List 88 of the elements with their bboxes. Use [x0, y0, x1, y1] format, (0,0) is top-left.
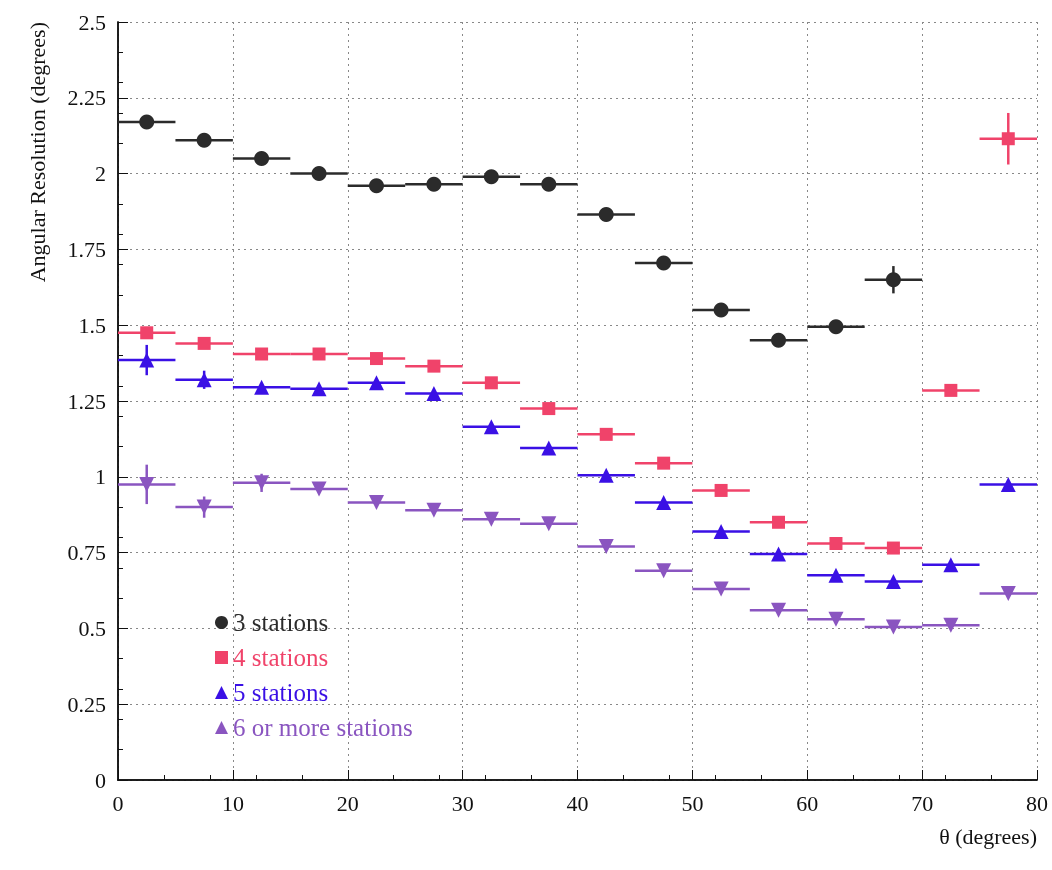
point — [312, 347, 326, 361]
point — [713, 302, 729, 318]
y-tick-label: 0.75 — [67, 540, 106, 566]
point — [254, 150, 270, 166]
legend-label: 4 stations — [233, 644, 329, 671]
point — [542, 402, 556, 416]
point — [427, 359, 441, 373]
point — [139, 114, 155, 130]
point — [656, 495, 672, 511]
point — [885, 619, 901, 635]
point — [426, 385, 442, 401]
point — [598, 207, 614, 223]
point — [1000, 476, 1016, 492]
y-tick-label: 2.25 — [67, 85, 106, 111]
point — [828, 319, 844, 335]
point — [885, 272, 901, 288]
point — [311, 481, 327, 497]
point — [483, 419, 499, 435]
point — [714, 483, 728, 497]
legend-label: 5 stations — [233, 679, 329, 706]
point — [599, 427, 613, 441]
point — [828, 567, 844, 583]
point — [1000, 586, 1016, 602]
point — [254, 475, 270, 491]
x-tick-label: 40 — [566, 790, 589, 816]
point — [197, 336, 211, 350]
point — [484, 376, 498, 390]
point — [541, 516, 557, 532]
point — [829, 537, 843, 550]
point — [196, 372, 212, 388]
y-tick-label: 1 — [95, 464, 106, 490]
point — [885, 573, 901, 589]
point — [368, 375, 384, 391]
point — [139, 476, 155, 492]
point — [771, 602, 787, 618]
y-tick-label: 1.5 — [78, 312, 106, 338]
point — [311, 166, 327, 182]
point — [541, 440, 557, 456]
point — [426, 502, 442, 518]
point — [196, 499, 212, 515]
y-tick-label: 2.5 — [78, 9, 106, 35]
y-axis-title: Angular Resolution (degrees) — [24, 22, 50, 283]
x-tick-label: 50 — [681, 790, 704, 816]
point — [196, 132, 212, 148]
point — [139, 352, 155, 368]
point — [656, 255, 672, 271]
point — [1001, 132, 1015, 146]
x-tick-label: 0 — [112, 790, 124, 816]
point — [541, 176, 557, 192]
point — [772, 515, 786, 529]
point — [426, 176, 442, 192]
point — [713, 523, 729, 539]
point — [944, 383, 958, 397]
point — [886, 541, 900, 555]
point — [771, 546, 787, 562]
point — [369, 352, 383, 366]
point — [368, 495, 384, 511]
point — [483, 511, 499, 527]
x-tick-label: 20 — [336, 790, 359, 816]
point — [483, 169, 499, 185]
legend-label: 3 stations — [233, 609, 329, 636]
point — [598, 539, 614, 555]
point — [255, 347, 269, 361]
y-tick-label: 1.75 — [67, 236, 106, 262]
point — [311, 381, 327, 397]
y-tick-label: 1.25 — [67, 388, 106, 414]
x-axis-title: θ (degrees) — [939, 823, 1037, 849]
point — [254, 379, 270, 395]
x-tick-label: 60 — [796, 790, 819, 816]
point — [943, 617, 959, 633]
point — [368, 178, 384, 194]
x-tick-label: 80 — [1026, 790, 1048, 816]
legend-label: 6 or more stations — [233, 714, 413, 741]
x-tick-label: 10 — [221, 790, 244, 816]
point — [828, 611, 844, 627]
y-tick-label: 0 — [95, 767, 106, 793]
point — [713, 581, 729, 597]
y-tick-label: 0.5 — [78, 615, 106, 641]
point — [943, 557, 959, 573]
y-tick-label: 2 — [95, 161, 106, 187]
point — [657, 456, 671, 470]
point — [771, 332, 787, 348]
y-tick-label: 0.25 — [67, 691, 106, 717]
point — [656, 563, 672, 579]
point — [598, 467, 614, 483]
point — [140, 326, 154, 340]
x-tick-label: 30 — [451, 790, 474, 816]
x-tick-label: 70 — [911, 790, 934, 816]
